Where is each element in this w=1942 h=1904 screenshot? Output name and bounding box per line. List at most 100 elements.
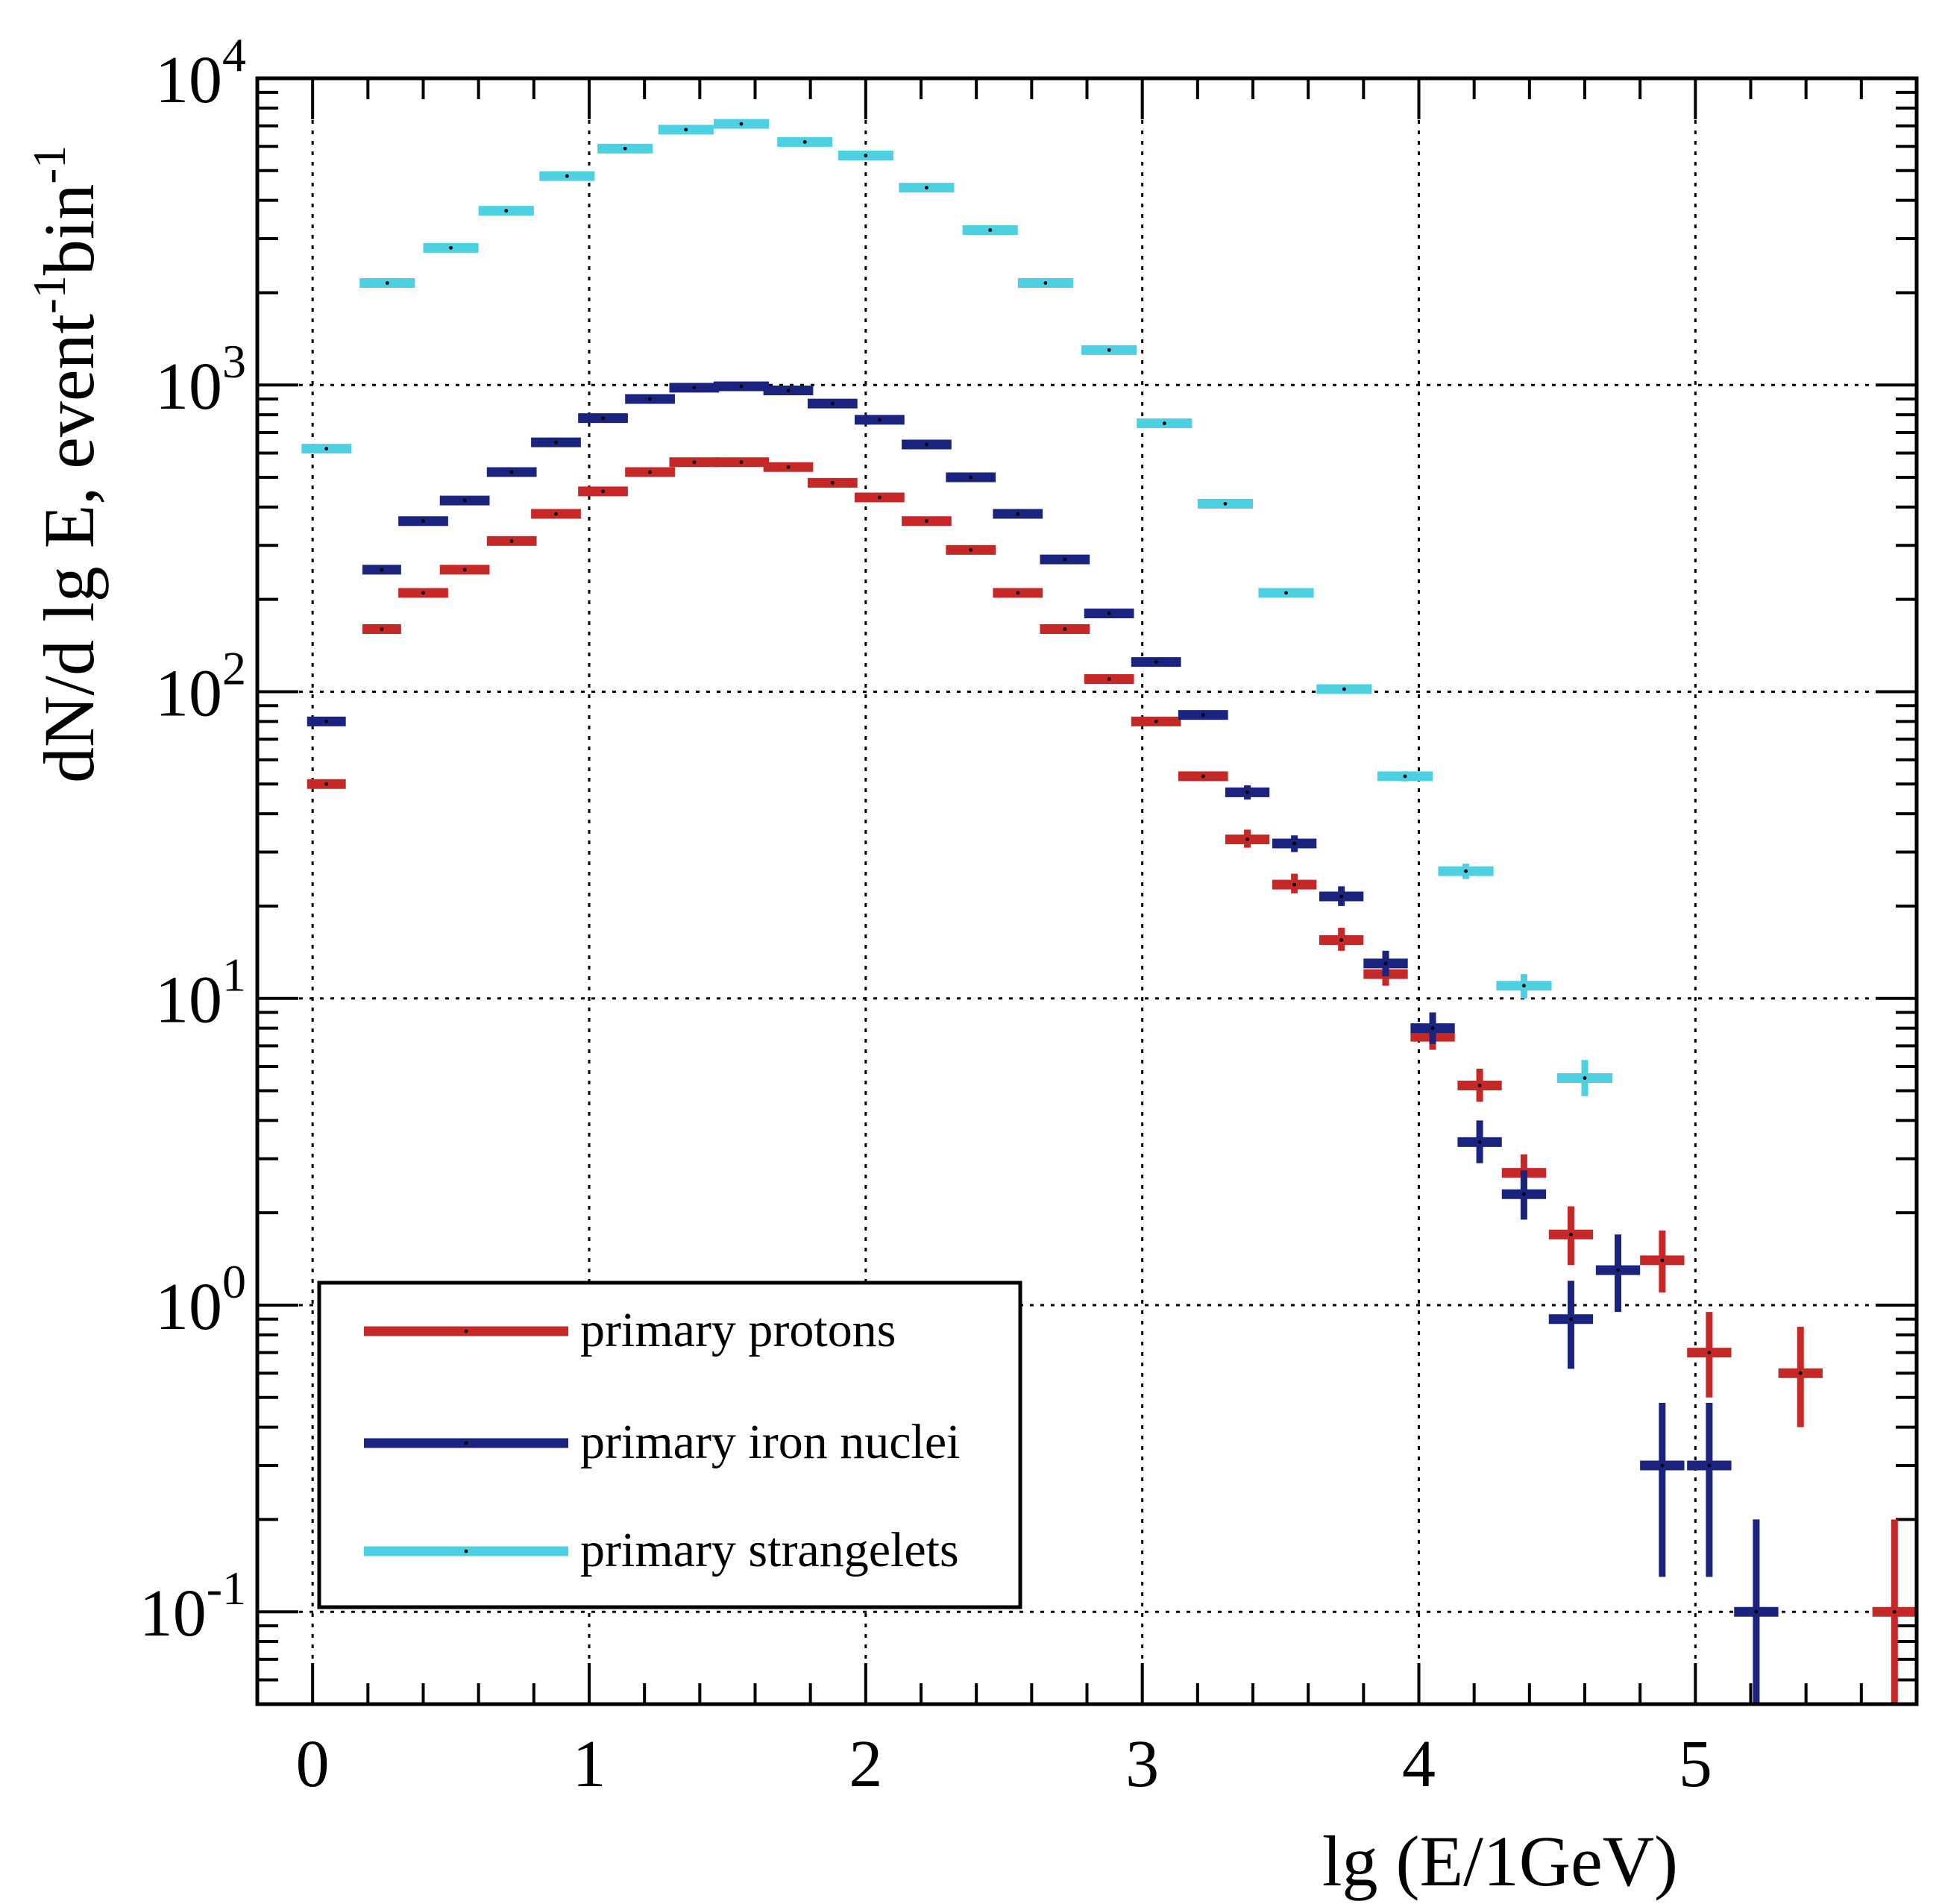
point-marker — [1383, 961, 1388, 966]
data-point — [1081, 345, 1137, 355]
data-point — [362, 624, 401, 635]
point-marker — [1403, 774, 1407, 779]
point-marker — [1430, 1026, 1435, 1030]
point-marker — [1754, 1609, 1759, 1614]
data-point — [1410, 1012, 1455, 1044]
point-marker — [830, 401, 835, 406]
y-tick-label: 103 — [155, 335, 246, 424]
data-point — [1501, 1170, 1547, 1220]
point-marker — [449, 245, 453, 250]
series-primary-strangelets — [301, 119, 1613, 1096]
point-marker — [1569, 1317, 1573, 1322]
data-point — [899, 183, 955, 193]
point-marker — [786, 465, 791, 469]
data-point — [1377, 771, 1433, 782]
y-tick-label: 101 — [155, 949, 246, 1037]
y-axis-title-sup2: -1 — [25, 145, 75, 184]
x-tick-labels: 0 1 2 3 4 5 — [296, 1727, 1712, 1801]
point-marker — [1892, 1609, 1897, 1614]
x-axis-title: lg (E/1GeV) — [1322, 1821, 1678, 1901]
data-point — [1131, 716, 1181, 726]
legend-marker — [464, 1329, 468, 1333]
y-axis-title: dN/d lg E, event-1bin-1 — [25, 145, 109, 783]
point-marker — [509, 539, 514, 543]
point-marker — [421, 591, 425, 595]
data-point — [1017, 278, 1073, 289]
point-marker — [739, 122, 744, 126]
data-point — [763, 386, 814, 396]
data-point — [1687, 1312, 1732, 1398]
point-marker — [324, 782, 329, 786]
data-point — [946, 544, 996, 555]
point-marker — [1154, 719, 1158, 723]
point-marker — [648, 397, 652, 401]
point-marker — [1245, 790, 1249, 794]
point-marker — [1707, 1351, 1712, 1355]
point-marker — [1569, 1232, 1573, 1237]
data-point — [669, 457, 720, 468]
data-point — [838, 151, 893, 161]
point-marker — [1660, 1463, 1665, 1468]
point-marker — [380, 568, 384, 572]
data-point — [1258, 588, 1314, 598]
minor-ticks — [257, 78, 1918, 1706]
series-primary-iron-nuclei — [307, 381, 1779, 1704]
point-marker — [601, 489, 605, 494]
point-marker — [1223, 502, 1228, 506]
data-point — [807, 477, 858, 488]
point-marker — [925, 442, 928, 447]
data-point — [362, 565, 401, 575]
data-point — [531, 509, 581, 519]
point-marker — [1616, 1268, 1620, 1272]
y-axis-title-middle: bin — [29, 183, 109, 275]
point-marker — [1798, 1371, 1803, 1375]
data-point — [398, 588, 448, 598]
point-marker — [623, 146, 627, 151]
data-point — [1556, 1060, 1613, 1096]
x-tick-label: 1 — [573, 1727, 606, 1801]
point-marker — [1016, 512, 1020, 516]
data-point — [1640, 1231, 1685, 1292]
y-tick-base: 10 — [139, 1577, 207, 1650]
point-marker — [1201, 774, 1205, 779]
point-marker — [324, 719, 329, 723]
point-marker — [648, 470, 652, 474]
point-marker — [1477, 1140, 1482, 1144]
point-marker — [925, 186, 928, 190]
y-tick-label: 100 — [155, 1255, 246, 1344]
data-point — [669, 383, 720, 393]
y-tick-base: 10 — [155, 350, 222, 424]
point-marker — [601, 416, 605, 421]
data-point — [307, 779, 346, 789]
point-marker — [509, 470, 514, 474]
y-axis-title-base: dN/d lg E, event — [29, 313, 109, 783]
point-marker — [877, 418, 882, 422]
y-tick-exponent: 4 — [222, 28, 246, 81]
point-marker — [385, 281, 389, 285]
data-point — [359, 278, 415, 289]
data-point — [1319, 927, 1364, 951]
data-point — [1137, 418, 1192, 429]
point-marker — [684, 128, 688, 132]
y-tick-base: 10 — [155, 1270, 222, 1344]
legend-label: primary protons — [580, 1303, 896, 1357]
point-marker — [1063, 627, 1067, 631]
data-point — [578, 413, 628, 424]
legend: primary protons primary iron nuclei primar… — [317, 1281, 1022, 1609]
data-point — [902, 516, 952, 527]
point-marker — [1660, 1258, 1665, 1263]
data-point — [625, 394, 675, 404]
data-point — [625, 467, 675, 477]
point-marker — [1339, 938, 1344, 942]
point-marker — [504, 209, 509, 213]
x-tick-label: 3 — [1125, 1727, 1159, 1801]
data-point — [777, 136, 833, 147]
plot-frame — [255, 76, 1919, 1706]
point-marker — [1107, 348, 1111, 352]
point-marker — [1154, 660, 1158, 664]
point-marker — [1292, 882, 1297, 887]
data-point — [1178, 771, 1228, 782]
point-marker — [554, 512, 558, 516]
data-point — [1084, 673, 1134, 684]
